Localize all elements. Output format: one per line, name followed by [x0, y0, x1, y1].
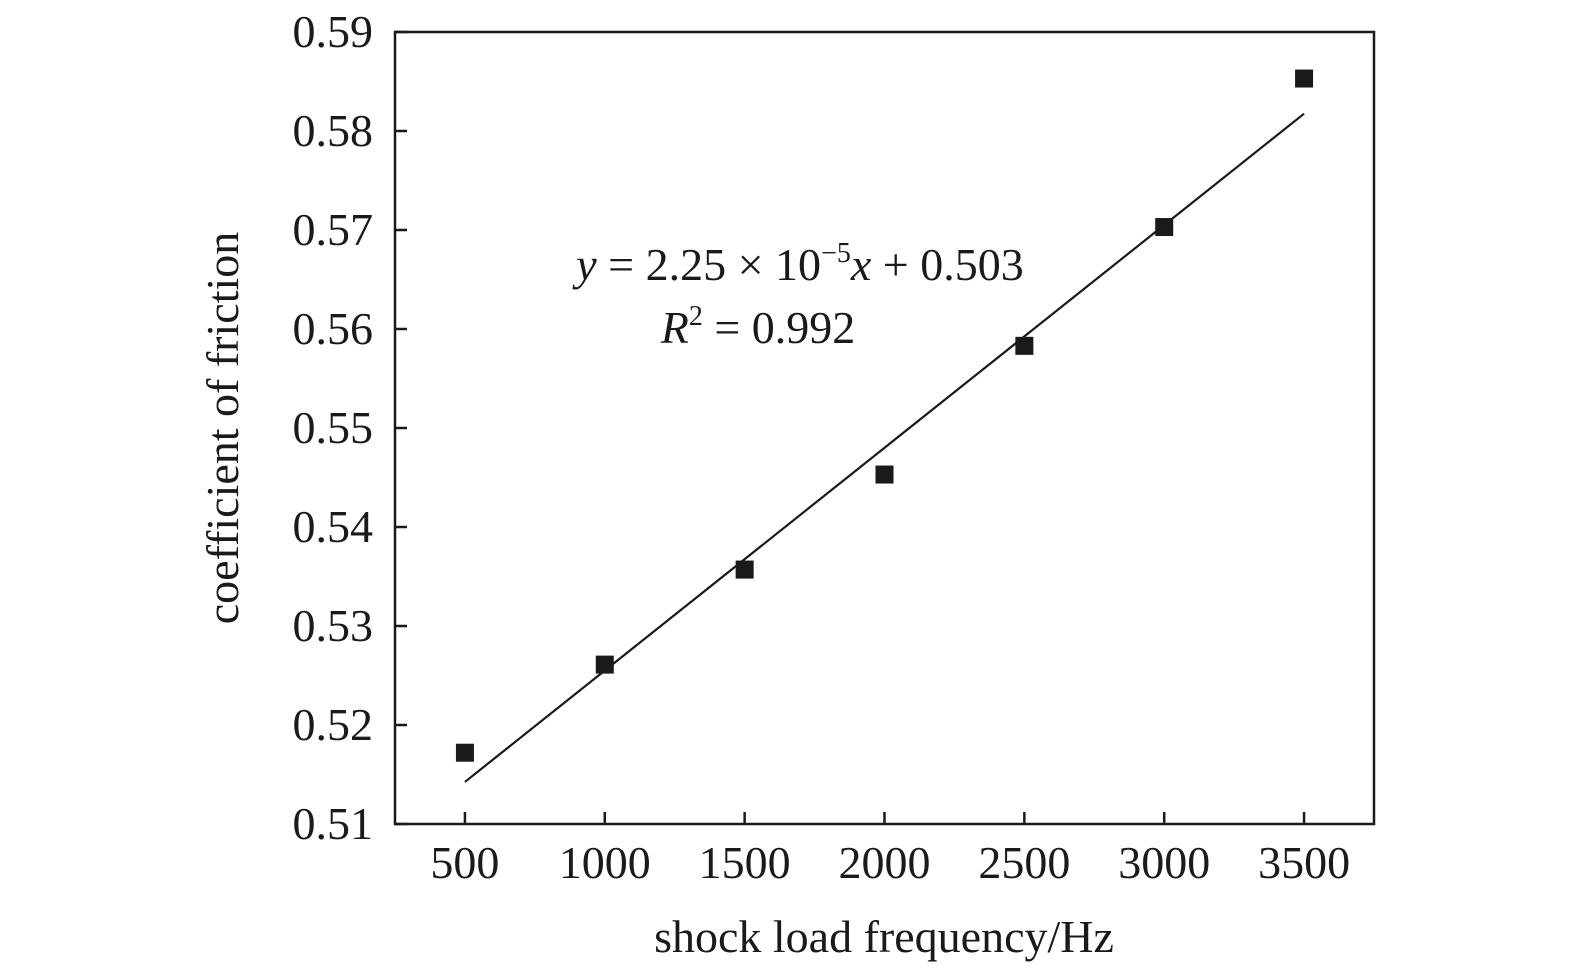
y-tick-label: 0.57	[293, 204, 374, 255]
r-squared: R2 = 0.992	[660, 301, 856, 353]
data-point	[1295, 69, 1314, 88]
x-tick-label: 1000	[559, 837, 651, 888]
x-tick-label: 2500	[978, 837, 1070, 888]
fit-equation: y = 2.25 × 10−5x + 0.503	[572, 238, 1023, 290]
data-point	[735, 560, 754, 579]
y-tick-label: 0.51	[293, 798, 374, 849]
y-tick-label: 0.55	[293, 402, 374, 453]
eq-mid: = 2.25 × 10	[597, 239, 821, 290]
r-tail: = 0.992	[703, 302, 855, 353]
data-point	[1155, 218, 1174, 237]
fit-line	[464, 112, 1305, 783]
eq-tail: + 0.503	[871, 239, 1023, 290]
x-axis-title: shock load frequency/Hz	[654, 911, 1114, 962]
data-point	[1015, 336, 1034, 355]
y-tick-label: 0.54	[293, 501, 374, 552]
y-ticks: 0.51 0.52 0.53 0.54 0.55 0.56 0.57 0.58 0.59	[293, 6, 407, 849]
plot-frame	[393, 30, 1376, 826]
eq-y-var: y	[572, 239, 597, 290]
x-tick-label: 3500	[1258, 837, 1350, 888]
y-tick-label: 0.56	[293, 303, 374, 354]
data-points	[455, 69, 1314, 762]
x-tick-label: 3000	[1118, 837, 1210, 888]
x-tick-label: 2000	[839, 837, 931, 888]
y-tick-label: 0.53	[293, 600, 374, 651]
r-exponent: 2	[689, 301, 703, 332]
eq-x-var: x	[850, 239, 872, 290]
data-point	[595, 655, 614, 674]
y-tick-label: 0.52	[293, 699, 374, 750]
data-point	[875, 465, 894, 484]
x-tick-label: 500	[430, 837, 499, 888]
eq-exponent: −5	[821, 238, 851, 269]
x-tick-label: 1500	[699, 837, 791, 888]
r-var: R	[660, 302, 689, 353]
y-tick-label: 0.59	[293, 6, 374, 57]
y-tick-label: 0.58	[293, 105, 374, 156]
y-axis-title: coefficient of friction	[197, 232, 248, 625]
x-ticks: 500 1000 1500 2000 2500 3000 3500	[430, 812, 1350, 888]
data-point	[455, 743, 474, 762]
